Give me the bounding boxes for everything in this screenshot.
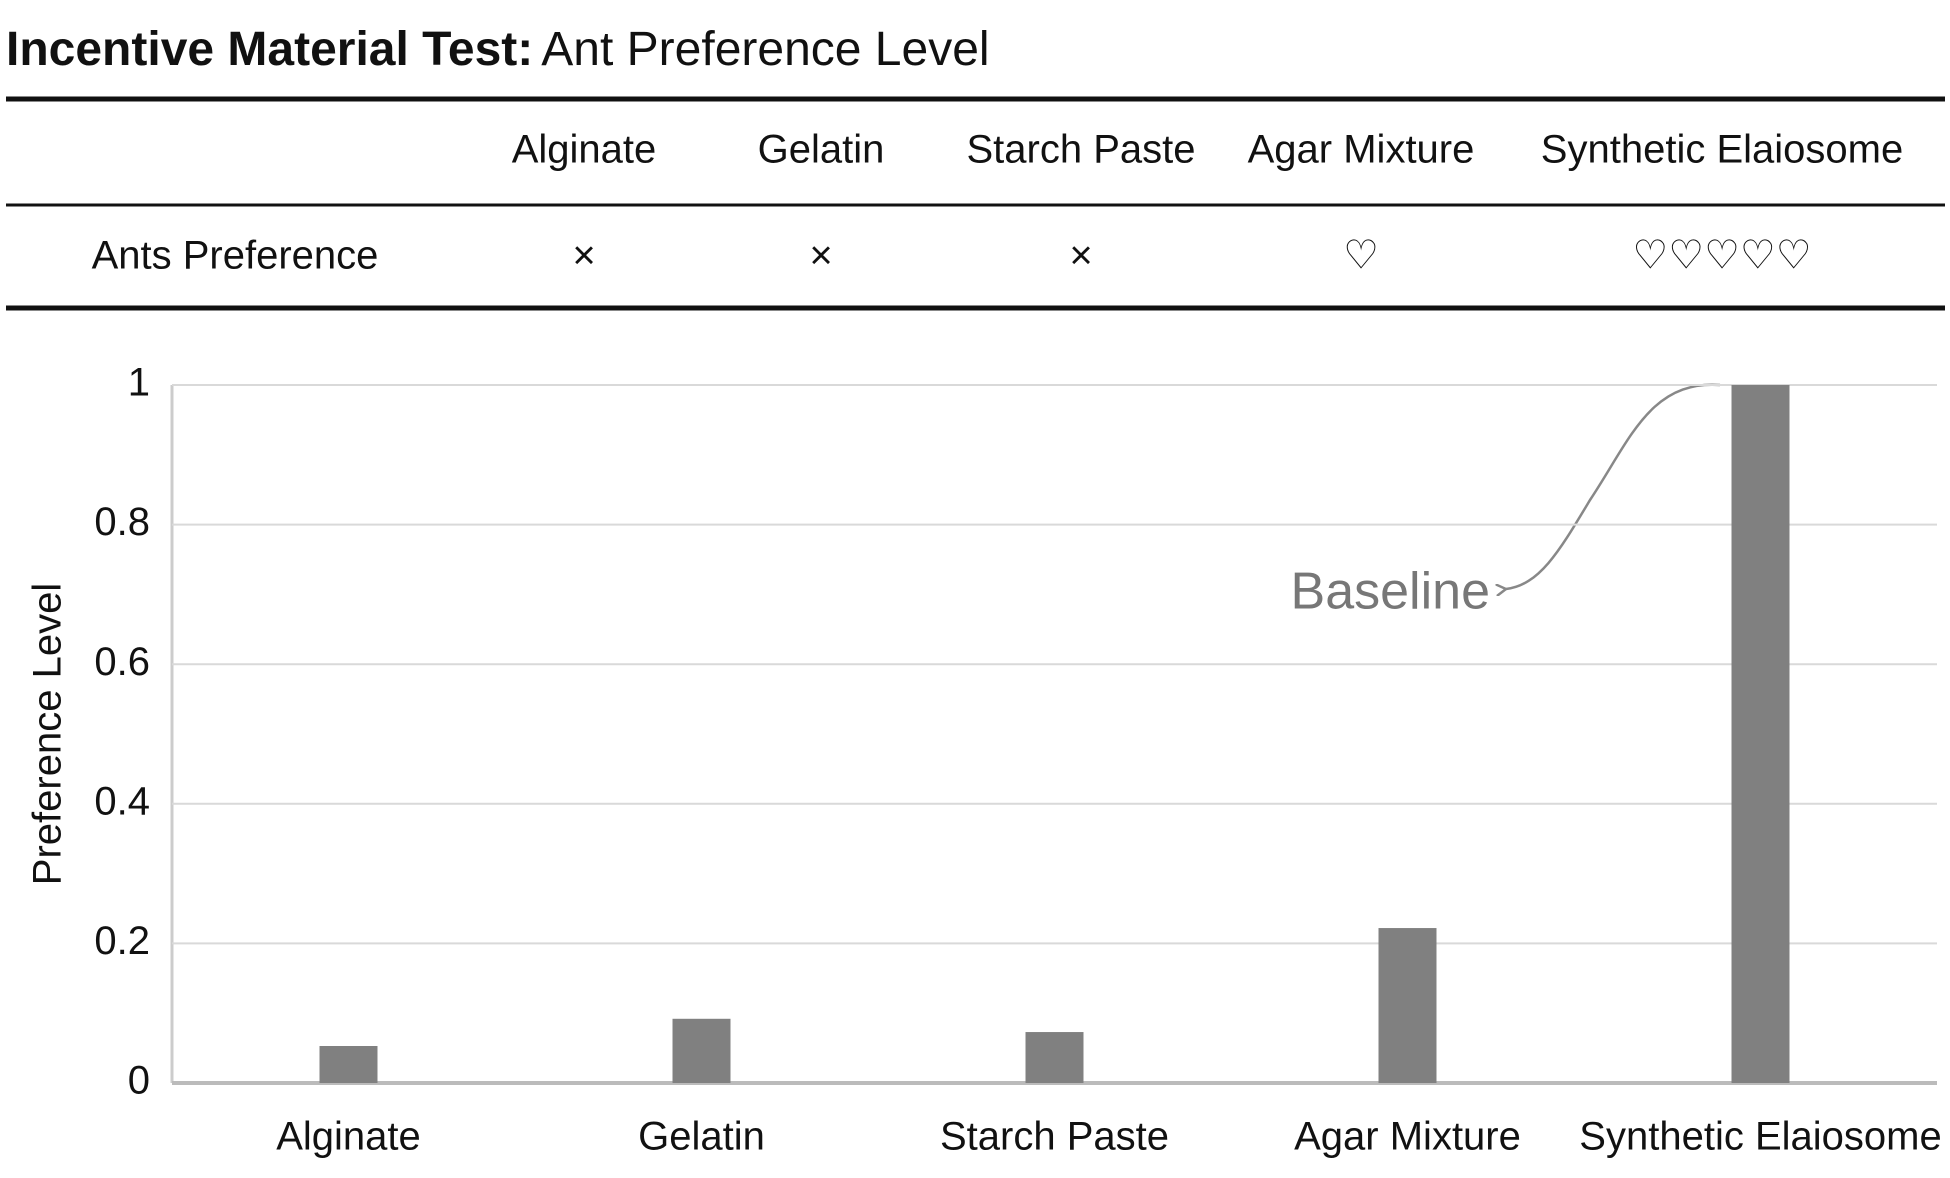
bar	[1731, 385, 1790, 1083]
table-cell: ×	[809, 234, 832, 278]
table-header: Alginate	[512, 128, 657, 172]
x-tick-label: Agar Mixture	[1294, 1115, 1521, 1159]
table-cell: ♡	[1343, 234, 1379, 278]
title-rest: Ant Preference Level	[541, 23, 989, 76]
y-tick-label: 0.2	[94, 919, 150, 963]
bar	[1025, 1032, 1084, 1083]
y-tick-label: 0.6	[94, 640, 150, 684]
table-header: Synthetic Elaiosome	[1541, 128, 1903, 172]
table-cell: ♡♡♡♡♡	[1632, 234, 1811, 278]
table-header: Gelatin	[758, 128, 885, 172]
x-tick-label: Synthetic Elaiosome	[1579, 1115, 1941, 1159]
y-axis-label: Preference Level	[26, 583, 70, 885]
bar	[319, 1046, 378, 1083]
x-tick-label: Starch Paste	[940, 1115, 1169, 1159]
y-tick-label: 0.4	[94, 779, 150, 823]
annotation: Baseline	[1291, 563, 1490, 621]
row-label: Ants Preference	[92, 234, 379, 278]
title: Incentive Material Test: Ant Preference L…	[6, 23, 990, 76]
table-cell: ×	[1069, 234, 1092, 278]
table-header: Agar Mixture	[1248, 128, 1475, 172]
title-bold: Incentive Material Test:	[6, 23, 533, 76]
y-tick-label: 0	[128, 1059, 150, 1103]
table-cell: ×	[572, 234, 595, 278]
y-tick-label: 1	[128, 361, 150, 405]
x-tick-label: Gelatin	[638, 1115, 765, 1159]
bar	[1378, 928, 1437, 1083]
table-header: Starch Paste	[966, 128, 1195, 172]
y-tick-label: 0.8	[94, 500, 150, 544]
annotation-arrow	[1506, 383, 1721, 589]
x-tick-label: Alginate	[276, 1115, 421, 1159]
bar	[672, 1018, 731, 1083]
